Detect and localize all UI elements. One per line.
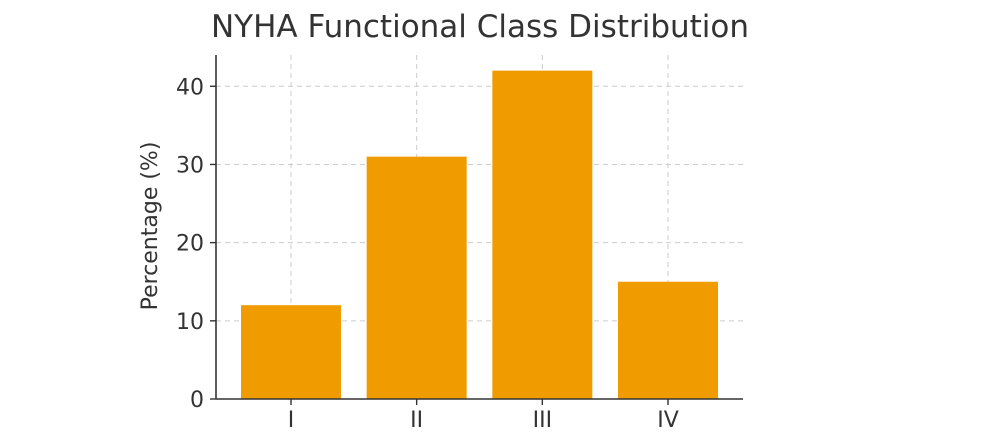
x-tick-label: IV bbox=[657, 408, 679, 432]
y-tick-label: 10 bbox=[176, 310, 204, 335]
chart-title: NYHA Functional Class Distribution bbox=[211, 9, 749, 45]
bar-iii bbox=[492, 70, 593, 400]
x-tick-label: II bbox=[410, 408, 423, 432]
bar-i bbox=[241, 305, 341, 399]
x-tick-label: I bbox=[288, 408, 295, 432]
bar-iv bbox=[618, 281, 718, 399]
axes-layer bbox=[210, 55, 743, 405]
y-tick-label: 30 bbox=[176, 153, 204, 178]
y-axis-label: Percentage (%) bbox=[138, 142, 163, 311]
bars-layer bbox=[241, 70, 718, 400]
y-tick-label: 40 bbox=[176, 75, 204, 100]
y-tick-label: 20 bbox=[176, 232, 204, 257]
x-tick-label: III bbox=[533, 408, 552, 432]
bar-ii bbox=[366, 156, 467, 399]
y-tick-label: 0 bbox=[190, 388, 204, 413]
